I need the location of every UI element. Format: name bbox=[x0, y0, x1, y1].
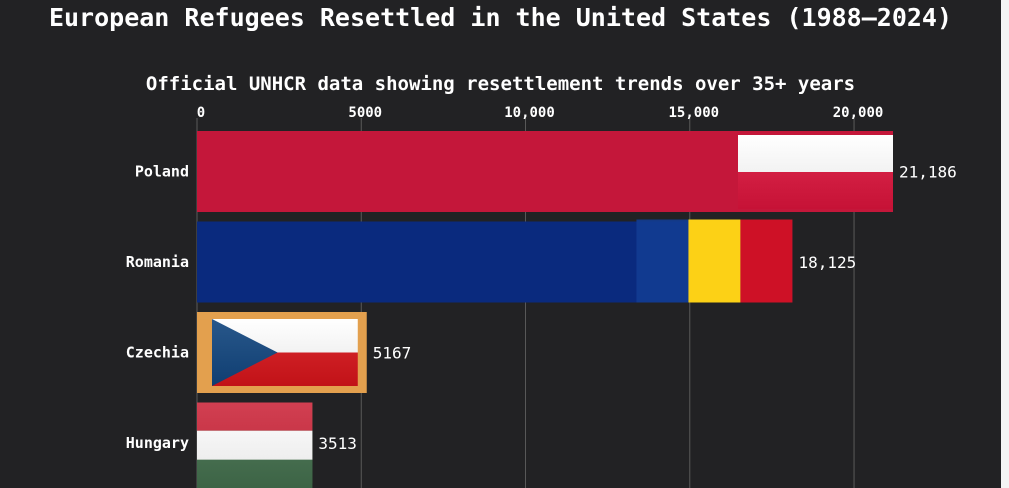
category-label-poland: Poland bbox=[135, 163, 189, 181]
category-label-hungary: Hungary bbox=[126, 434, 189, 452]
romania-flag-icon bbox=[636, 219, 793, 303]
x-tick-label: 0 bbox=[197, 105, 205, 121]
x-tick-label: 5000 bbox=[348, 105, 382, 121]
bar-group-poland: Poland 21,186 bbox=[135, 131, 957, 212]
chart-subtitle: Official UNHCR data showing resettlement… bbox=[145, 73, 856, 95]
value-label-poland: 21,186 bbox=[899, 163, 957, 182]
bars-layer: Poland 21,186 Romania 18,125 Czechia 5167 Hung… bbox=[126, 131, 957, 488]
value-label-romania: 18,125 bbox=[798, 253, 856, 272]
x-axis-ticks: 0 5000 10,000 15,000 20,000 bbox=[197, 105, 884, 121]
chart-title: European Refugees Resettled in the Unite… bbox=[48, 3, 953, 32]
value-label-hungary: 3513 bbox=[318, 434, 357, 453]
czechia-flag-icon bbox=[212, 319, 358, 386]
x-tick-label: 20,000 bbox=[833, 105, 884, 121]
hungary-flag-icon bbox=[197, 402, 313, 488]
bar-group-hungary: Hungary 3513 bbox=[126, 402, 357, 488]
value-label-czechia: 5167 bbox=[373, 344, 412, 363]
category-label-czechia: Czechia bbox=[126, 344, 189, 362]
category-label-romania: Romania bbox=[126, 253, 189, 271]
x-tick-label: 15,000 bbox=[668, 105, 719, 121]
bar-group-czechia: Czechia 5167 bbox=[126, 312, 411, 393]
poland-flag-icon bbox=[738, 135, 893, 209]
x-tick-label: 10,000 bbox=[504, 105, 555, 121]
bar-group-romania: Romania 18,125 bbox=[126, 219, 856, 303]
